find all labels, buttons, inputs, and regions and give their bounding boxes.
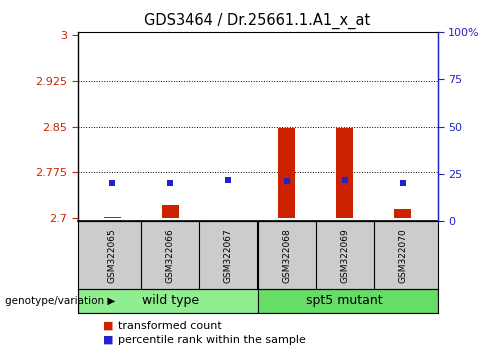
Text: wild type: wild type bbox=[142, 295, 199, 307]
Text: GSM322069: GSM322069 bbox=[340, 228, 349, 283]
Text: GSM322065: GSM322065 bbox=[108, 228, 117, 283]
Bar bbox=[336, 128, 353, 218]
Bar bbox=[278, 128, 295, 218]
Text: GSM322067: GSM322067 bbox=[224, 228, 233, 283]
Bar bbox=[104, 217, 121, 218]
Text: GSM322068: GSM322068 bbox=[282, 228, 291, 283]
Bar bbox=[162, 205, 179, 218]
Text: spt5 mutant: spt5 mutant bbox=[306, 295, 383, 307]
Text: ■: ■ bbox=[102, 321, 113, 331]
Bar bbox=[394, 209, 411, 218]
Text: GSM322066: GSM322066 bbox=[166, 228, 175, 283]
Text: ■: ■ bbox=[102, 335, 113, 345]
Text: transformed count: transformed count bbox=[118, 321, 221, 331]
Text: percentile rank within the sample: percentile rank within the sample bbox=[118, 335, 306, 345]
Bar bbox=[258, 289, 438, 313]
Text: GSM322070: GSM322070 bbox=[398, 228, 407, 283]
Bar bbox=[78, 289, 258, 313]
Title: GDS3464 / Dr.25661.1.A1_x_at: GDS3464 / Dr.25661.1.A1_x_at bbox=[144, 13, 370, 29]
Text: genotype/variation ▶: genotype/variation ▶ bbox=[5, 296, 116, 306]
